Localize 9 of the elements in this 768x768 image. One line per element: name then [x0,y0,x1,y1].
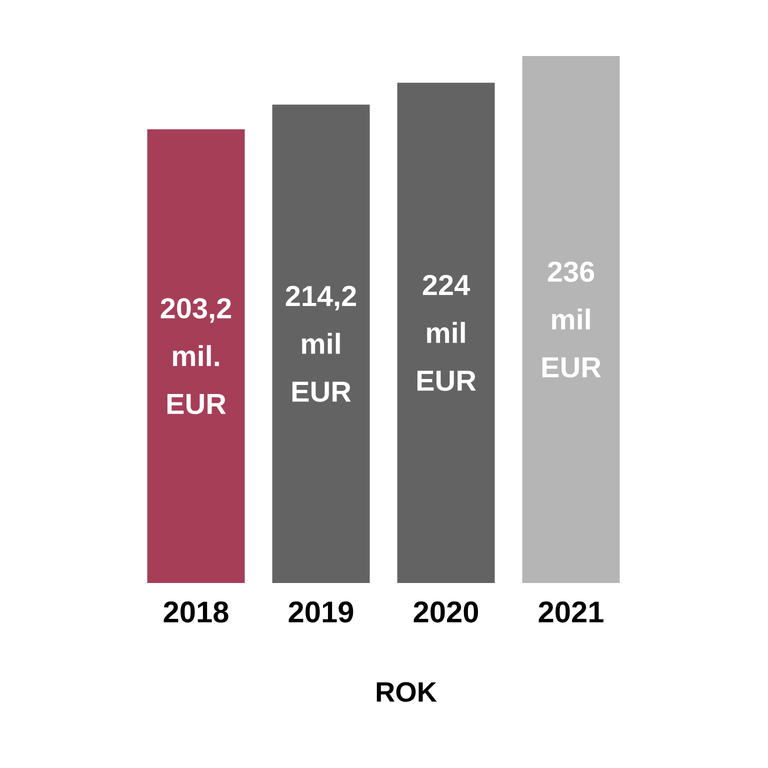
x-tick-label: 2019 [288,601,354,623]
x-tick-label: 2020 [414,601,478,623]
x-axis-title: ROK [376,682,437,702]
x-tick-label: 2018 [164,601,228,623]
data-label: 224 mil EUR [417,274,476,391]
data-label: 203,2 mil. EUR [160,298,231,414]
data-label: 214,2 mil EUR [286,286,356,402]
x-tick-label: 2021 [538,601,604,623]
data-label: 236 mil EUR [542,261,601,378]
